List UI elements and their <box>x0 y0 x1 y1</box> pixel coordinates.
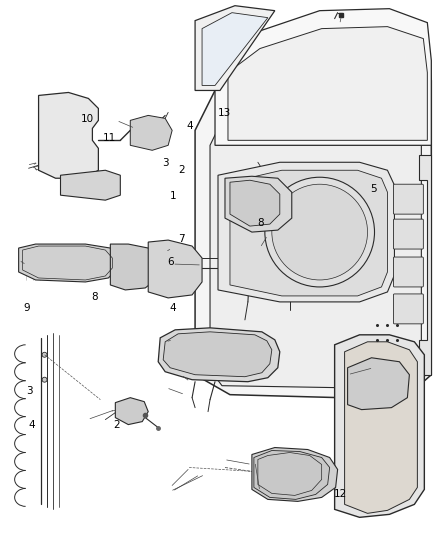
Polygon shape <box>19 244 118 282</box>
Polygon shape <box>202 13 268 85</box>
Polygon shape <box>218 162 395 302</box>
Circle shape <box>179 256 191 268</box>
Polygon shape <box>195 6 275 91</box>
Text: 10: 10 <box>81 114 94 124</box>
Text: 4: 4 <box>29 420 35 430</box>
Circle shape <box>183 349 197 363</box>
Polygon shape <box>39 92 99 178</box>
Circle shape <box>272 184 367 280</box>
Polygon shape <box>148 240 202 298</box>
Circle shape <box>389 397 396 402</box>
Polygon shape <box>210 47 421 387</box>
Polygon shape <box>110 244 158 290</box>
Text: 13: 13 <box>218 108 231 118</box>
Polygon shape <box>130 116 172 150</box>
Polygon shape <box>215 9 431 146</box>
Polygon shape <box>115 398 148 425</box>
Circle shape <box>353 369 359 375</box>
Text: 3: 3 <box>162 158 169 168</box>
Text: 5: 5 <box>371 184 377 195</box>
Circle shape <box>42 352 47 357</box>
Text: 8: 8 <box>91 292 98 302</box>
Circle shape <box>372 385 382 394</box>
Polygon shape <box>158 328 280 382</box>
Polygon shape <box>254 450 330 499</box>
Polygon shape <box>419 155 431 375</box>
Polygon shape <box>345 342 417 513</box>
Text: 2: 2 <box>179 165 185 175</box>
Polygon shape <box>335 335 424 518</box>
FancyBboxPatch shape <box>393 257 424 287</box>
Circle shape <box>372 370 382 379</box>
Text: 11: 11 <box>102 133 116 143</box>
Text: 6: 6 <box>167 257 173 267</box>
Circle shape <box>178 344 202 368</box>
Text: 7: 7 <box>179 234 185 244</box>
Text: 3: 3 <box>26 386 32 397</box>
Text: 8: 8 <box>257 218 264 228</box>
FancyBboxPatch shape <box>393 219 424 249</box>
Circle shape <box>271 459 299 487</box>
Polygon shape <box>228 27 427 140</box>
Circle shape <box>103 180 113 190</box>
Circle shape <box>265 177 374 287</box>
Polygon shape <box>230 180 280 226</box>
Circle shape <box>42 377 47 382</box>
Circle shape <box>277 465 293 481</box>
Text: 12: 12 <box>334 489 347 499</box>
Circle shape <box>389 369 396 375</box>
Polygon shape <box>195 19 431 398</box>
Text: 4: 4 <box>186 120 193 131</box>
Polygon shape <box>225 176 292 232</box>
Polygon shape <box>230 170 388 296</box>
FancyBboxPatch shape <box>393 294 424 324</box>
Circle shape <box>67 180 78 190</box>
Text: 1: 1 <box>170 191 177 201</box>
Polygon shape <box>60 170 120 200</box>
Text: 2: 2 <box>113 420 120 430</box>
Circle shape <box>353 397 359 402</box>
Circle shape <box>152 256 164 268</box>
Text: 4: 4 <box>169 303 176 313</box>
FancyBboxPatch shape <box>393 184 424 214</box>
Polygon shape <box>163 332 272 377</box>
Polygon shape <box>252 448 338 502</box>
Text: 9: 9 <box>24 303 30 313</box>
Polygon shape <box>348 358 410 410</box>
